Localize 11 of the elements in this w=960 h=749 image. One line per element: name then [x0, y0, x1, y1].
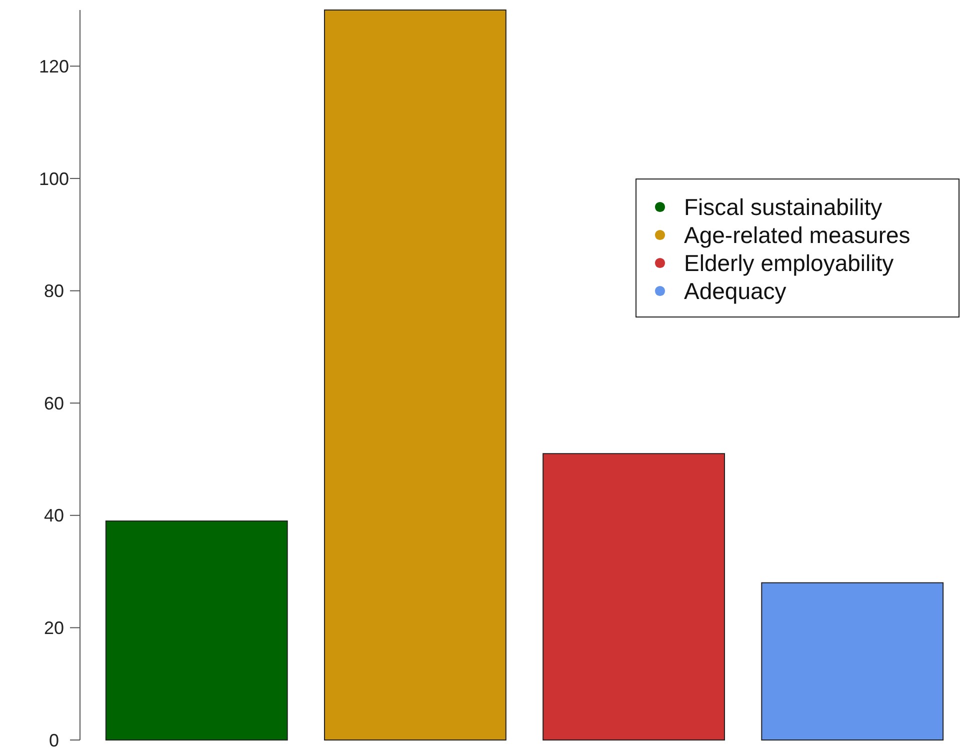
y-tick-label: 100 [38, 168, 70, 189]
legend-label: Fiscal sustainability [684, 194, 883, 220]
y-tick-label: 0 [48, 730, 60, 749]
legend-label: Elderly employability [684, 250, 894, 276]
legend-label: Age-related measures [684, 222, 910, 248]
y-tick-label: 60 [44, 393, 64, 414]
y-tick-label: 80 [44, 281, 64, 302]
legend-label: Adequacy [684, 278, 787, 304]
y-tick-label: 120 [38, 56, 70, 76]
y-tick-label: 20 [44, 618, 64, 638]
y-tick-label: 40 [44, 506, 64, 526]
